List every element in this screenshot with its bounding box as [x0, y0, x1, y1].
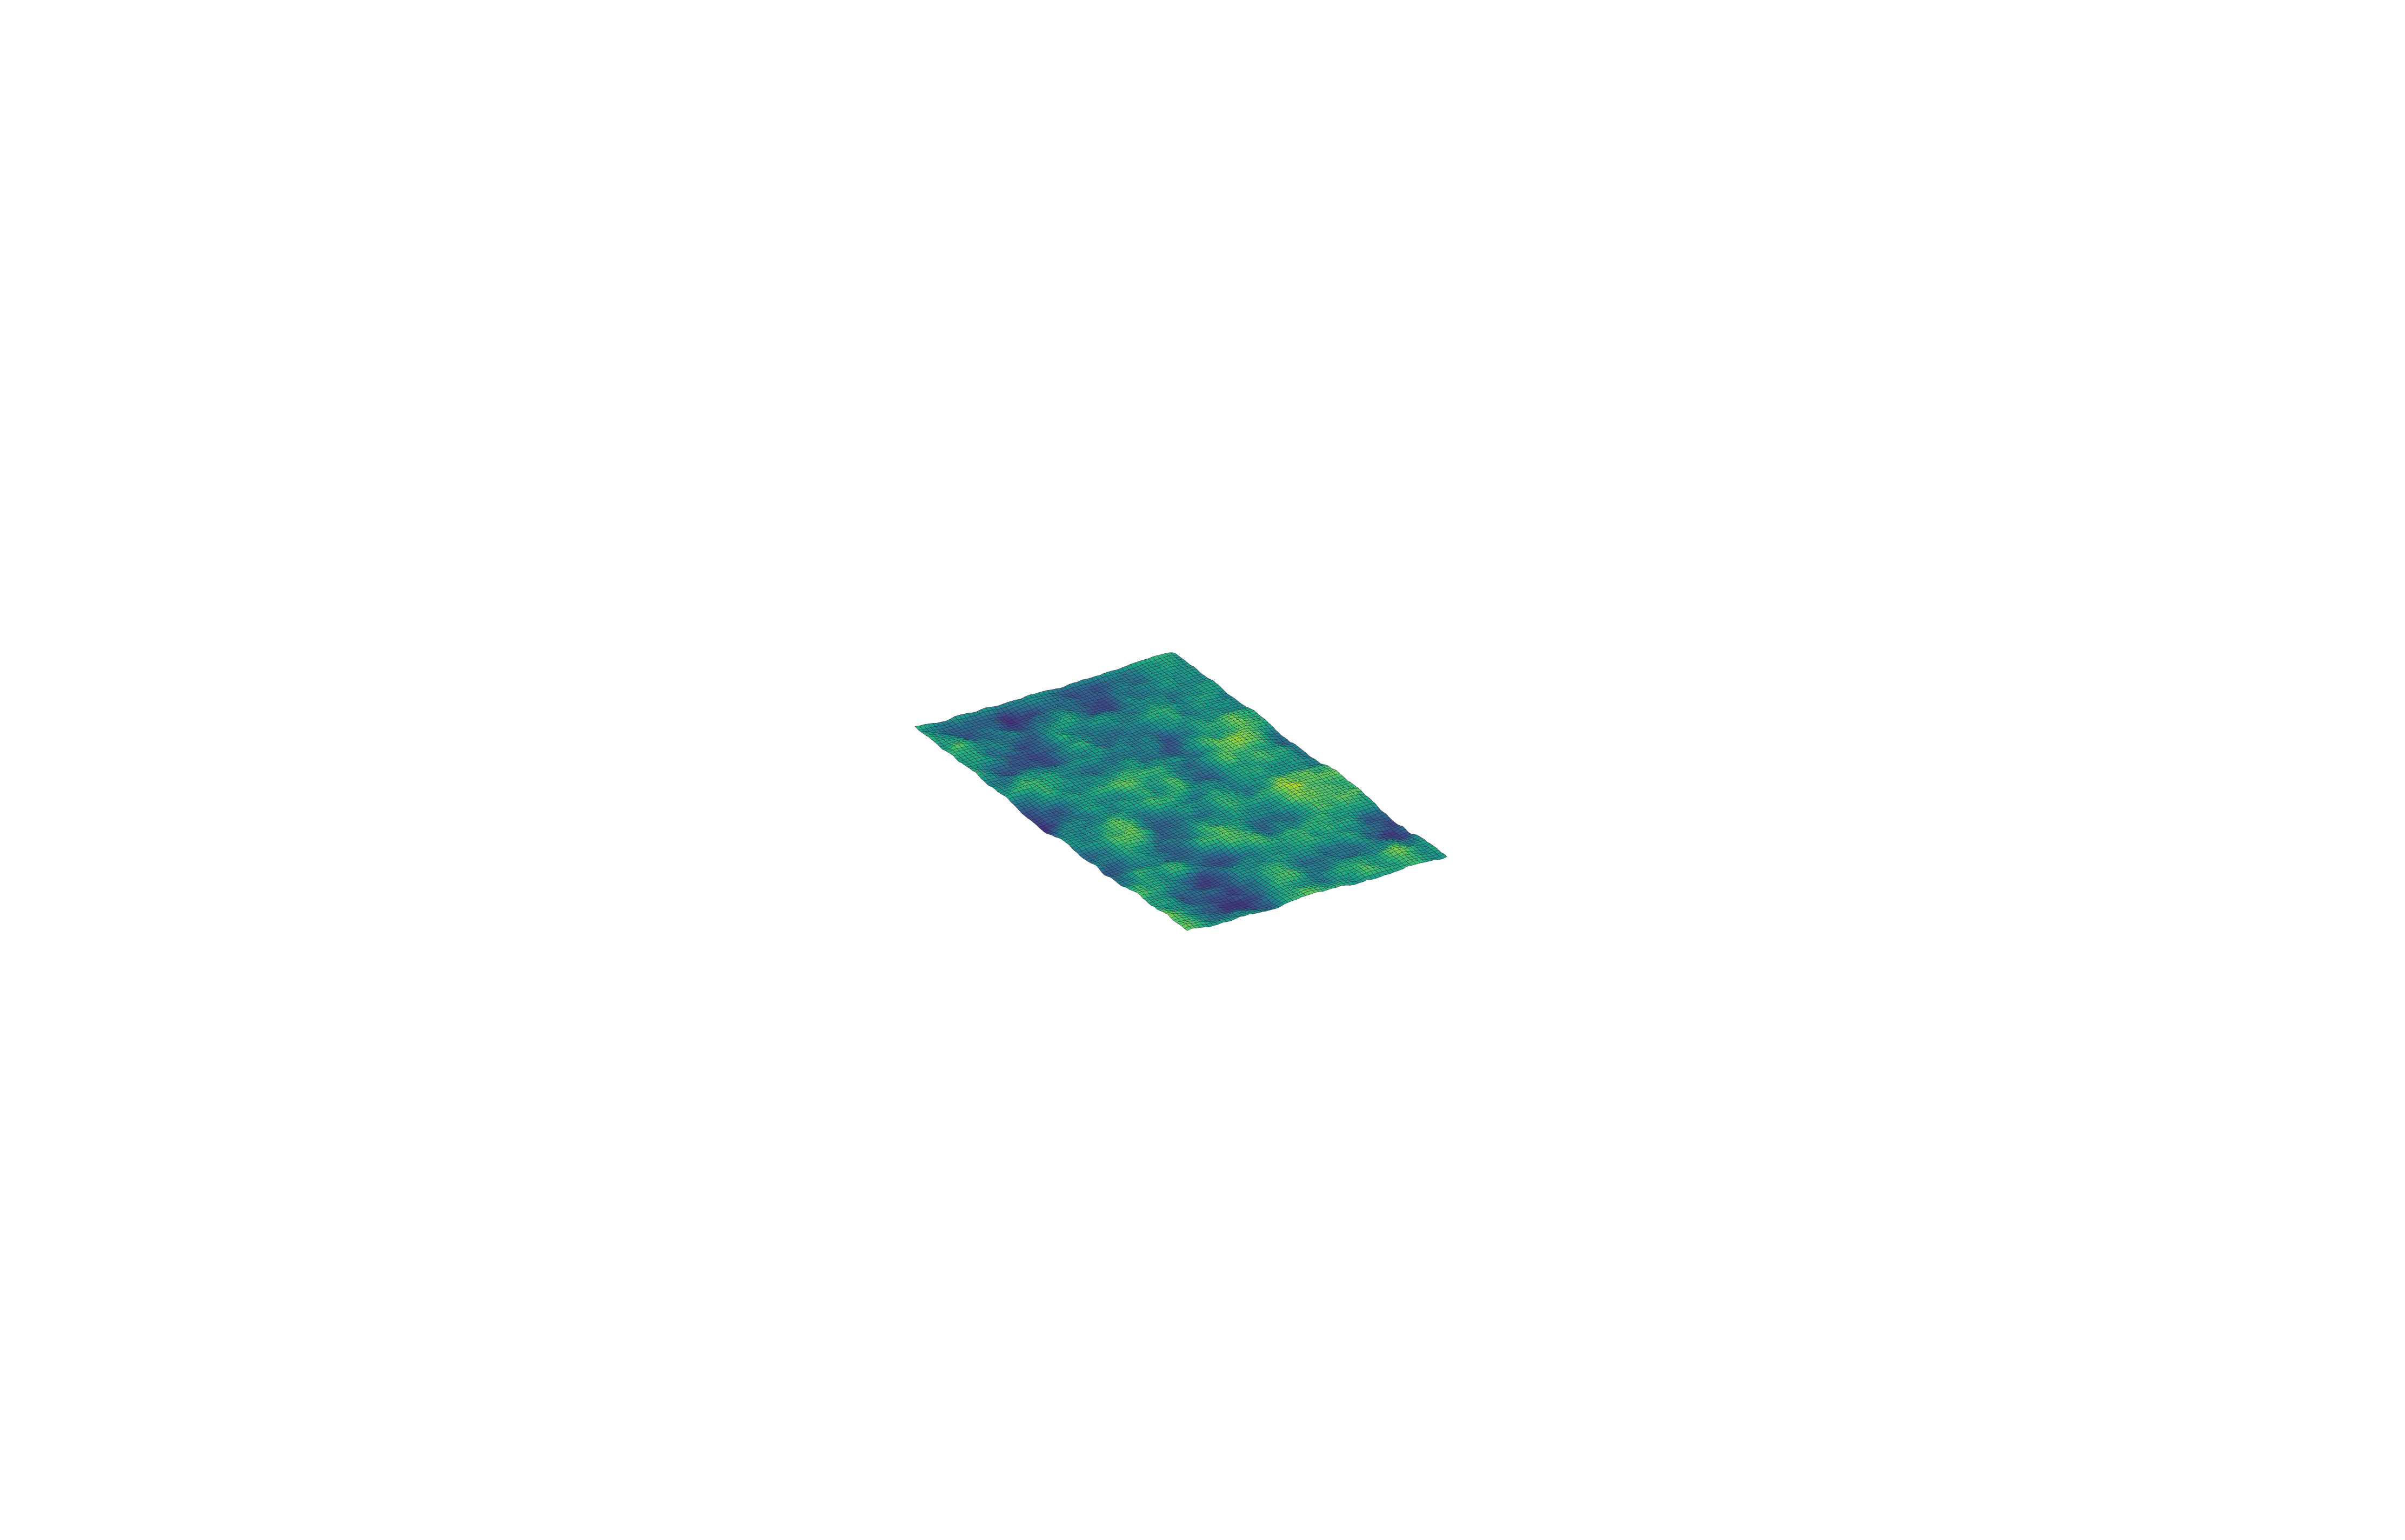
- surface-plot: [0, 0, 2405, 1540]
- surface-svg: [0, 0, 2405, 1540]
